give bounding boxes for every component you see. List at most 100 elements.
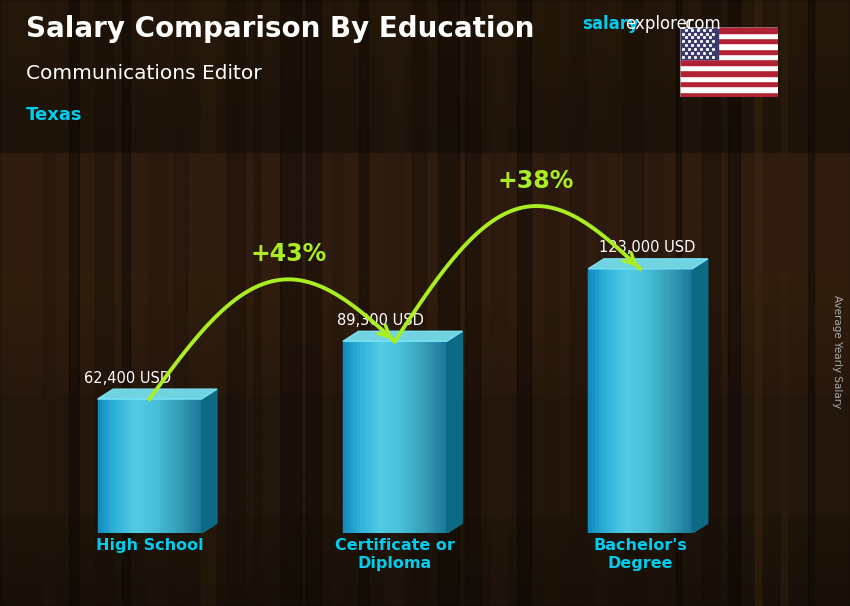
Bar: [0, 558, 850, 564]
Bar: [0, 48, 850, 55]
Bar: [623, 0, 639, 606]
Bar: [0, 600, 850, 606]
Bar: [0, 394, 850, 400]
Bar: [658, 269, 661, 533]
Bar: [0, 121, 850, 127]
Text: 89,300 USD: 89,300 USD: [337, 313, 424, 328]
Bar: [0, 127, 850, 133]
Bar: [623, 269, 626, 533]
Bar: [359, 0, 366, 606]
Bar: [0, 267, 850, 273]
Bar: [0, 67, 850, 73]
Bar: [0, 588, 850, 594]
Bar: [98, 399, 101, 533]
Bar: [346, 341, 350, 533]
Bar: [0, 24, 850, 30]
Bar: [0, 436, 850, 442]
Bar: [0, 236, 850, 242]
Bar: [0, 400, 850, 406]
Text: 62,400 USD: 62,400 USD: [84, 371, 172, 386]
Bar: [0, 109, 850, 115]
Bar: [0, 79, 850, 85]
Bar: [201, 0, 212, 606]
Bar: [0, 30, 850, 36]
Bar: [374, 341, 377, 533]
Bar: [364, 341, 367, 533]
Bar: [0, 515, 850, 521]
Polygon shape: [343, 331, 462, 341]
Bar: [188, 399, 191, 533]
Bar: [306, 0, 327, 606]
Bar: [439, 0, 447, 606]
Bar: [411, 0, 419, 606]
Bar: [570, 0, 575, 606]
Bar: [405, 341, 409, 533]
Bar: [598, 269, 603, 533]
Bar: [588, 269, 592, 533]
Bar: [0, 176, 850, 182]
Bar: [613, 269, 616, 533]
Bar: [0, 194, 850, 200]
Bar: [0, 188, 850, 194]
Bar: [0, 248, 850, 255]
Text: Average Yearly Salary: Average Yearly Salary: [832, 295, 842, 408]
Bar: [132, 399, 136, 533]
Bar: [360, 341, 364, 533]
Text: salary: salary: [582, 15, 639, 33]
Bar: [605, 269, 609, 533]
Bar: [0, 133, 850, 139]
Bar: [191, 399, 195, 533]
Bar: [0, 491, 850, 497]
Bar: [0, 91, 850, 97]
Bar: [148, 0, 162, 606]
Bar: [125, 399, 129, 533]
Bar: [409, 341, 412, 533]
Bar: [0, 345, 850, 351]
Bar: [136, 399, 139, 533]
Bar: [429, 341, 434, 533]
Bar: [0, 339, 850, 345]
Bar: [95, 0, 100, 606]
Bar: [672, 269, 675, 533]
Bar: [676, 0, 694, 606]
Bar: [0, 503, 850, 509]
Bar: [602, 269, 606, 533]
Bar: [592, 269, 595, 533]
Bar: [728, 0, 748, 606]
Text: +43%: +43%: [250, 242, 326, 266]
Bar: [0, 61, 850, 67]
Bar: [0, 351, 850, 358]
Bar: [781, 0, 787, 606]
Bar: [0, 273, 850, 279]
Bar: [371, 341, 374, 533]
Bar: [385, 0, 403, 606]
Bar: [650, 269, 654, 533]
Bar: [436, 341, 440, 533]
Bar: [0, 333, 850, 339]
Bar: [0, 85, 850, 91]
Bar: [160, 399, 163, 533]
Bar: [354, 341, 357, 533]
Bar: [0, 406, 850, 412]
Bar: [177, 399, 181, 533]
Bar: [680, 81, 778, 86]
Bar: [0, 564, 850, 570]
Bar: [0, 382, 850, 388]
Bar: [0, 485, 850, 491]
Bar: [544, 0, 557, 606]
Bar: [649, 0, 669, 606]
Bar: [680, 44, 778, 48]
Bar: [0, 442, 850, 448]
Bar: [0, 594, 850, 600]
Bar: [0, 200, 850, 206]
Text: +38%: +38%: [498, 168, 575, 193]
Bar: [0, 321, 850, 327]
Bar: [357, 341, 360, 533]
Bar: [616, 269, 620, 533]
Polygon shape: [201, 389, 217, 533]
Bar: [0, 539, 850, 545]
Bar: [643, 269, 648, 533]
Polygon shape: [98, 389, 217, 399]
Bar: [680, 27, 778, 33]
Bar: [0, 115, 850, 121]
